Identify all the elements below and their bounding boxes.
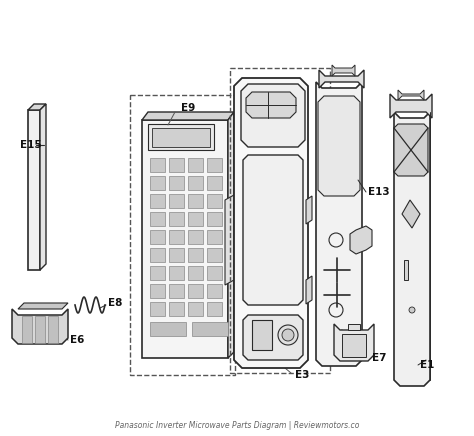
Text: E9: E9	[181, 103, 195, 113]
Polygon shape	[150, 158, 165, 172]
Polygon shape	[169, 194, 184, 208]
Polygon shape	[188, 302, 203, 316]
Polygon shape	[306, 276, 312, 304]
Polygon shape	[228, 112, 234, 358]
Polygon shape	[316, 82, 362, 366]
Polygon shape	[188, 230, 203, 244]
Polygon shape	[342, 334, 366, 357]
Text: E8: E8	[108, 298, 122, 308]
Polygon shape	[28, 104, 46, 110]
Polygon shape	[207, 248, 222, 262]
Polygon shape	[207, 158, 222, 172]
Circle shape	[282, 329, 294, 341]
Polygon shape	[148, 124, 214, 150]
Text: E3: E3	[295, 370, 310, 380]
Polygon shape	[207, 194, 222, 208]
Polygon shape	[142, 112, 234, 120]
Polygon shape	[35, 316, 45, 343]
Polygon shape	[188, 212, 203, 226]
Polygon shape	[348, 324, 360, 330]
Polygon shape	[169, 158, 184, 172]
Polygon shape	[246, 92, 296, 118]
Polygon shape	[150, 266, 165, 280]
Polygon shape	[234, 78, 308, 368]
Polygon shape	[150, 176, 165, 190]
Polygon shape	[188, 266, 203, 280]
Polygon shape	[390, 94, 432, 118]
Polygon shape	[150, 302, 165, 316]
Polygon shape	[306, 196, 312, 224]
Polygon shape	[318, 96, 360, 196]
Circle shape	[409, 307, 415, 313]
Polygon shape	[169, 266, 184, 280]
Circle shape	[329, 233, 343, 247]
Polygon shape	[207, 176, 222, 190]
Polygon shape	[150, 248, 165, 262]
Polygon shape	[169, 248, 184, 262]
Polygon shape	[188, 194, 203, 208]
Text: E6: E6	[70, 335, 84, 345]
Polygon shape	[398, 90, 424, 100]
Polygon shape	[241, 84, 305, 147]
Polygon shape	[188, 158, 203, 172]
Text: E7: E7	[372, 353, 386, 363]
Text: E1: E1	[420, 360, 434, 370]
Polygon shape	[48, 316, 58, 343]
Polygon shape	[150, 212, 165, 226]
Polygon shape	[192, 322, 228, 336]
Polygon shape	[207, 284, 222, 298]
Polygon shape	[150, 194, 165, 208]
Polygon shape	[207, 266, 222, 280]
Text: E13: E13	[368, 187, 390, 197]
Polygon shape	[169, 284, 184, 298]
Polygon shape	[207, 212, 222, 226]
Polygon shape	[142, 120, 228, 358]
Polygon shape	[150, 284, 165, 298]
Polygon shape	[402, 200, 420, 228]
Polygon shape	[169, 176, 184, 190]
Polygon shape	[40, 104, 46, 270]
Polygon shape	[332, 65, 355, 76]
Polygon shape	[207, 302, 222, 316]
Polygon shape	[18, 303, 68, 309]
Polygon shape	[188, 176, 203, 190]
Polygon shape	[394, 112, 430, 386]
Polygon shape	[22, 316, 32, 343]
Polygon shape	[150, 322, 186, 336]
Polygon shape	[169, 230, 184, 244]
Polygon shape	[350, 226, 372, 254]
Polygon shape	[169, 302, 184, 316]
Polygon shape	[188, 284, 203, 298]
Circle shape	[329, 303, 343, 317]
Polygon shape	[334, 324, 374, 361]
Polygon shape	[169, 212, 184, 226]
Polygon shape	[28, 110, 40, 270]
Polygon shape	[225, 195, 234, 285]
Polygon shape	[12, 309, 68, 344]
Polygon shape	[150, 230, 165, 244]
Polygon shape	[152, 128, 210, 147]
Polygon shape	[404, 260, 408, 280]
Circle shape	[278, 325, 298, 345]
Polygon shape	[394, 124, 428, 176]
Polygon shape	[319, 70, 364, 88]
Polygon shape	[243, 155, 303, 305]
Polygon shape	[243, 315, 303, 360]
Polygon shape	[188, 248, 203, 262]
Text: E15: E15	[20, 140, 42, 150]
Text: Panasonic Inverter Microwave Parts Diagram | Reviewmotors.co: Panasonic Inverter Microwave Parts Diagr…	[115, 420, 359, 429]
Polygon shape	[252, 320, 272, 350]
Polygon shape	[207, 230, 222, 244]
